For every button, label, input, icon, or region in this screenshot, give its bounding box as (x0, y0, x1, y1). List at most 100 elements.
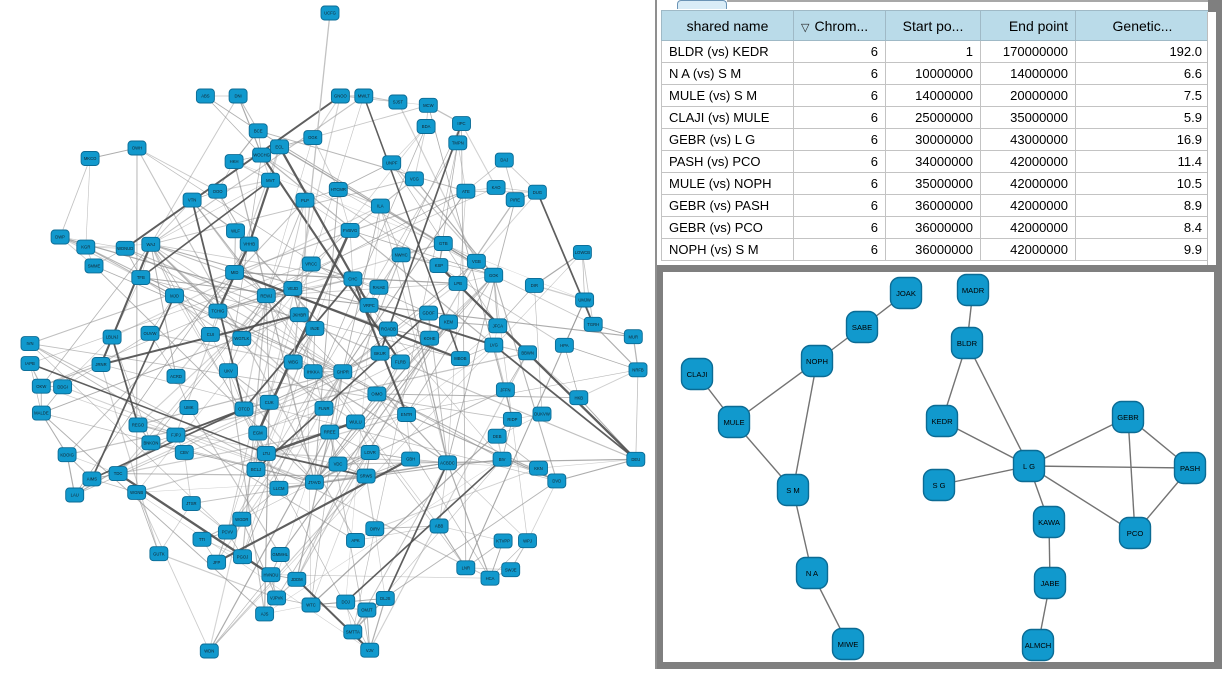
network-node[interactable]: VDC (329, 457, 347, 471)
subnetwork-node-N_A[interactable]: N A (797, 558, 828, 589)
end_position-cell[interactable]: 14000000 (981, 63, 1076, 85)
network-node[interactable]: JTAVD (305, 475, 323, 489)
network-node[interactable]: GMMHL (271, 548, 289, 562)
column-header-chromosome[interactable]: ▽Chrom... (794, 11, 886, 41)
subnetwork-node-CLAJI[interactable]: CLAJI (682, 359, 713, 390)
network-node[interactable]: KOHE (421, 331, 439, 345)
network-node[interactable]: SRWS (357, 469, 375, 483)
subnetwork-node-BLDR[interactable]: BLDR (952, 328, 983, 359)
network-node[interactable]: VRCC (302, 257, 320, 271)
end_position-cell[interactable]: 42000000 (981, 195, 1076, 217)
network-node[interactable]: GTB (434, 237, 452, 251)
chromosome-cell[interactable]: 6 (794, 239, 886, 261)
network-node[interactable]: BCE (249, 124, 267, 138)
network-node[interactable]: HKB (570, 391, 588, 405)
network-node[interactable]: MVT (262, 173, 280, 187)
network-node[interactable]: LLCM (270, 481, 288, 495)
network-node[interactable]: CUI (201, 327, 219, 341)
subnetwork-node-ALMCH[interactable]: ALMCH (1023, 630, 1054, 661)
network-node[interactable]: BNKON (142, 436, 160, 450)
subnetwork-node-KAWA[interactable]: KAWA (1034, 507, 1065, 538)
network-node[interactable]: MBOB (451, 352, 469, 366)
network-node[interactable]: OMJT (358, 603, 376, 617)
shared_name-cell[interactable]: GEBR (vs) PCO (662, 217, 794, 239)
network-node[interactable]: MKCO (81, 152, 99, 166)
subnetwork-node-MULE[interactable]: MULE (719, 407, 750, 438)
network-node[interactable]: OGK (304, 131, 322, 145)
network-node[interactable]: GOK (485, 268, 503, 282)
network-node[interactable]: KTVPP (494, 534, 512, 548)
network-node[interactable]: ILA (371, 199, 389, 213)
subnetwork-node-NOPH[interactable]: NOPH (802, 346, 833, 377)
network-node[interactable]: WPJ (519, 534, 537, 548)
subnetwork-node-L_G[interactable]: L G (1014, 451, 1045, 482)
start_position-cell[interactable]: 30000000 (886, 129, 981, 151)
network-node[interactable]: UMJW (576, 293, 594, 307)
start_position-cell[interactable]: 1 (886, 41, 981, 63)
network-node[interactable]: HKH (225, 155, 243, 169)
network-node[interactable]: DUG (528, 185, 546, 199)
network-node[interactable]: ATE (457, 184, 475, 198)
network-node[interactable]: ACRD (167, 369, 185, 383)
shared_name-cell[interactable]: CLAJI (vs) MULE (662, 107, 794, 129)
network-node[interactable]: JRNR (92, 358, 110, 372)
end_position-cell[interactable]: 42000000 (981, 239, 1076, 261)
network-node[interactable]: KDOIG (58, 448, 76, 462)
network-node[interactable]: WULU (347, 415, 365, 429)
network-node[interactable]: PIRE (506, 193, 524, 207)
network-node[interactable]: PGOJ (234, 550, 252, 564)
network-node[interactable]: AJS (256, 607, 274, 621)
network-node[interactable]: HTCMR (329, 183, 347, 197)
chromosome-cell[interactable]: 6 (794, 173, 886, 195)
network-node[interactable]: GNOO (331, 89, 349, 103)
network-node[interactable]: HVNDU (262, 568, 280, 582)
column-header-genetic_distance[interactable]: Genetic... (1076, 11, 1210, 41)
network-node[interactable]: TMPN (449, 136, 467, 150)
chromosome-cell[interactable]: 6 (794, 195, 886, 217)
network-node[interactable]: JDDM (288, 572, 306, 586)
end_position-cell[interactable]: 42000000 (981, 173, 1076, 195)
genetic_distance-cell[interactable]: 8.9 (1076, 195, 1210, 217)
network-node[interactable]: VHHB (240, 237, 258, 251)
subnetwork-node-JABE[interactable]: JABE (1035, 568, 1066, 599)
network-node[interactable]: GBH (402, 452, 420, 466)
shared_name-cell[interactable]: GEBR (vs) L G (662, 129, 794, 151)
network-node[interactable]: KEM (440, 315, 458, 329)
start_position-cell[interactable]: 10000000 (886, 63, 981, 85)
network-node[interactable]: MJO (166, 289, 184, 303)
network-node[interactable]: WDNUD (116, 241, 134, 255)
start_position-cell[interactable]: 36000000 (886, 195, 981, 217)
network-node[interactable]: RAIAE (370, 280, 388, 294)
network-node[interactable]: WLF (227, 224, 245, 238)
start_position-cell[interactable]: 14000000 (886, 85, 981, 107)
shared_name-cell[interactable]: BLDR (vs) KEDR (662, 41, 794, 63)
chromosome-cell[interactable]: 6 (794, 129, 886, 151)
network-node[interactable]: ECL (271, 140, 289, 154)
subnetwork-node-PCO[interactable]: PCO (1120, 518, 1151, 549)
network-node[interactable]: JTSR (182, 497, 200, 511)
network-node[interactable]: PCVV (218, 525, 236, 539)
chromosome-cell[interactable]: 6 (794, 41, 886, 63)
network-node[interactable]: TCHIG (209, 304, 227, 318)
start_position-cell[interactable]: 34000000 (886, 151, 981, 173)
network-node[interactable]: KSP (430, 259, 448, 273)
column-header-shared_name[interactable]: shared name (662, 11, 794, 41)
network-node[interactable]: LTU (257, 446, 275, 460)
network-node[interactable]: CUK (260, 395, 278, 409)
start_position-cell[interactable]: 35000000 (886, 173, 981, 195)
network-node[interactable]: UMK (180, 401, 198, 415)
network-node[interactable]: SJST (389, 95, 407, 109)
network-node[interactable]: LNR (457, 561, 475, 575)
network-node[interactable]: VEJD (284, 282, 302, 296)
genetic_distance-cell[interactable]: 10.5 (1076, 173, 1210, 195)
network-node[interactable]: TGRH (584, 317, 602, 331)
network-node[interactable]: WGNB (128, 485, 146, 499)
network-node[interactable]: WOCHG (253, 148, 271, 162)
network-node[interactable]: ABS (196, 89, 214, 103)
end_position-cell[interactable]: 43000000 (981, 129, 1076, 151)
network-node[interactable]: VGB (467, 254, 485, 268)
